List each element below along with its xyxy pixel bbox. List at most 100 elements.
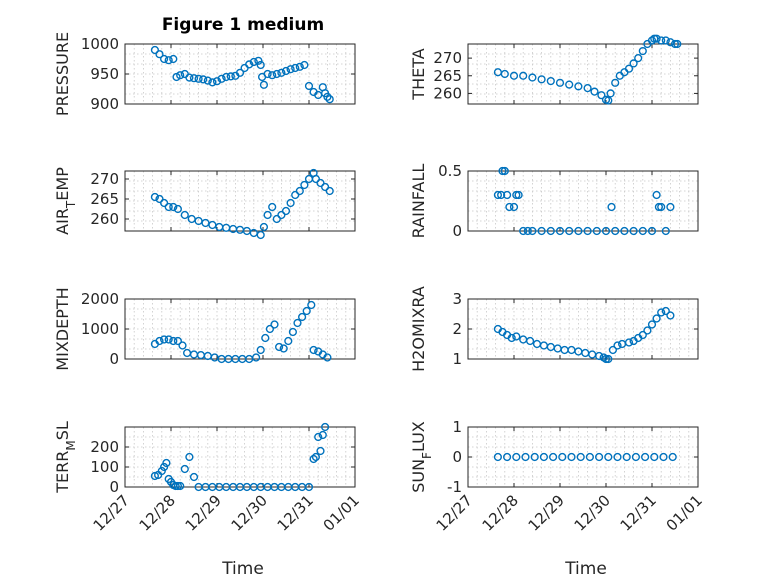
panel-6-ylabel: H2OMIXRA xyxy=(409,286,428,372)
panel-4-data-point xyxy=(512,190,521,200)
panel-4-data-point xyxy=(583,226,592,236)
panel-1-data-point xyxy=(169,54,178,64)
panel-4-data-point xyxy=(620,226,629,236)
panel-7-ytick-label: 200 xyxy=(90,438,119,456)
panel-3-data-point xyxy=(259,222,269,232)
panel-4-data-point xyxy=(661,226,670,236)
panel-4-data-point xyxy=(498,166,507,176)
panel-4-data-point xyxy=(503,190,512,200)
panel-7-data-point xyxy=(318,430,327,440)
panel-4-data-point xyxy=(565,226,574,236)
panel-2-data-point xyxy=(638,46,647,56)
panel-3-data-point xyxy=(286,198,295,208)
panel-1-data-point xyxy=(291,63,300,73)
panel-5-data-point xyxy=(261,333,270,343)
panel-3-data-point xyxy=(281,206,291,216)
panel-7-xtick-label: 01/01 xyxy=(320,491,363,534)
panel-8-ytick-label: 1 xyxy=(452,418,462,436)
panel-2-data-point xyxy=(670,39,680,49)
panel-4-data-point xyxy=(607,202,616,212)
panel-6-data-point xyxy=(613,341,622,350)
panel-5-data-point xyxy=(169,336,178,346)
panel-6-data-point xyxy=(666,311,675,320)
panel-8-data-point xyxy=(650,452,659,462)
panel-1-data-point xyxy=(185,73,194,82)
panel-2-data-point xyxy=(673,39,682,49)
panel-1-data-point xyxy=(281,66,291,76)
panel-2-data-point xyxy=(500,69,509,79)
panel-7-data-point xyxy=(162,458,171,468)
panel-4-data-point xyxy=(629,226,638,236)
panel-3-data-point xyxy=(150,192,160,202)
panel-5-data-point xyxy=(256,345,265,355)
panel-2-data-point xyxy=(661,36,670,45)
panel-3-data-point xyxy=(325,186,334,196)
panel-2-data-point xyxy=(509,71,519,80)
panel-5-ytick-label: 0 xyxy=(109,350,119,368)
panel-4-data-point xyxy=(523,226,532,236)
panel-3-data-point xyxy=(268,202,277,212)
panel-4-data-point xyxy=(574,226,583,236)
panel-1-ytick-label: 950 xyxy=(90,65,119,83)
panel-7-xtick-label: 12/27 xyxy=(90,491,133,534)
panel-4-data-point xyxy=(500,166,509,176)
panel-3-data-point xyxy=(164,202,173,212)
panel-7-axes-box xyxy=(124,426,356,488)
panel-4-axes-box xyxy=(467,170,699,232)
panel-1-data-point xyxy=(268,71,277,80)
panel-1-data-point xyxy=(155,50,164,59)
panel-5-data-point xyxy=(323,353,332,362)
panel-2-data-point xyxy=(565,80,574,89)
panel-6-data-point xyxy=(661,306,670,316)
panel-5-data-point xyxy=(302,306,311,316)
panel-1-data-point xyxy=(160,54,169,64)
panel-2-data-point xyxy=(652,34,661,43)
panel-6-data-point xyxy=(608,345,618,355)
panel-8-data-point xyxy=(558,452,567,462)
panel-7-data-point xyxy=(160,462,169,472)
panel-7-data-point xyxy=(314,432,323,442)
panel-4-data-point xyxy=(611,226,620,236)
panel-1-data-point xyxy=(272,69,281,79)
panel-1-data-point xyxy=(226,72,235,81)
panel-1-data-point xyxy=(277,68,286,77)
panel-2-data-point xyxy=(555,78,565,87)
x-axis-label-left: Time xyxy=(221,559,264,579)
panel-8-data-point xyxy=(567,452,576,462)
panel-8-data-point xyxy=(521,452,530,462)
panel-2-data-point xyxy=(597,91,606,100)
panel-7-data-point xyxy=(171,481,180,491)
panel-6-data-point xyxy=(647,320,657,329)
panel-8-data-point xyxy=(585,452,595,462)
panel-1-data-point xyxy=(304,81,314,91)
panel-2-data-point xyxy=(574,82,583,91)
panel-5-data-point xyxy=(288,327,298,337)
panel-1-data-point xyxy=(245,60,254,69)
panel-3-ytick-label: 270 xyxy=(90,170,119,188)
panel-6-ytick-label: 2 xyxy=(452,320,462,338)
panel-6-ytick-label: 1 xyxy=(452,350,462,368)
panel-5-data-point xyxy=(279,344,288,353)
panel-1-data-point xyxy=(256,60,265,70)
panel-4-data-point xyxy=(519,226,528,236)
panel-2-data-point xyxy=(528,73,537,82)
panel-5-ylabel: MIXDEPTH xyxy=(53,287,72,370)
panel-2-data-point xyxy=(606,89,615,98)
panel-3-data-point xyxy=(316,178,325,188)
panel-7-ylabel: TERRMSL xyxy=(53,421,78,494)
panel-7-xtick-label: 12/29 xyxy=(182,491,225,534)
panel-8-plot-area xyxy=(468,427,698,487)
panel-4-data-point xyxy=(546,226,555,236)
panel-3-ylabel: AIRTEMP xyxy=(53,167,78,235)
panel-8-data-point xyxy=(576,452,585,462)
panel-7-data-point xyxy=(176,481,185,491)
panel-2-data-point xyxy=(604,96,613,105)
panel-4-data-point xyxy=(514,190,523,200)
panel-7-data-point xyxy=(304,482,314,492)
panel-3-data-point xyxy=(169,202,178,212)
panel-2-data-point xyxy=(624,64,634,73)
panel-1-data-point xyxy=(323,92,332,101)
panel-8-data-point xyxy=(512,452,521,462)
panel-2-data-point xyxy=(519,71,528,80)
panel-1-data-point xyxy=(217,74,226,83)
